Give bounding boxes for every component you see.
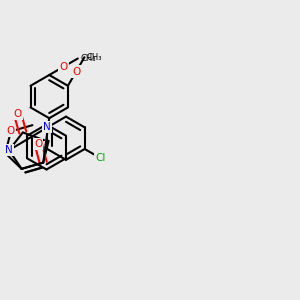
Text: O: O xyxy=(59,62,68,72)
Text: N: N xyxy=(5,145,13,155)
Text: CH₃: CH₃ xyxy=(80,54,96,63)
Text: O: O xyxy=(13,109,22,119)
Text: N: N xyxy=(5,145,13,155)
Text: Cl: Cl xyxy=(95,153,106,163)
Text: N: N xyxy=(44,122,51,132)
Text: O: O xyxy=(59,62,68,72)
Text: O: O xyxy=(13,109,22,119)
Text: O: O xyxy=(7,126,15,136)
Text: O: O xyxy=(72,66,80,76)
Text: O: O xyxy=(34,139,42,149)
Text: CH₃: CH₃ xyxy=(87,53,102,62)
Text: N: N xyxy=(44,122,51,132)
Text: O: O xyxy=(7,126,15,136)
Text: Cl: Cl xyxy=(95,153,106,163)
Text: O: O xyxy=(34,139,42,149)
Text: O: O xyxy=(72,67,80,76)
